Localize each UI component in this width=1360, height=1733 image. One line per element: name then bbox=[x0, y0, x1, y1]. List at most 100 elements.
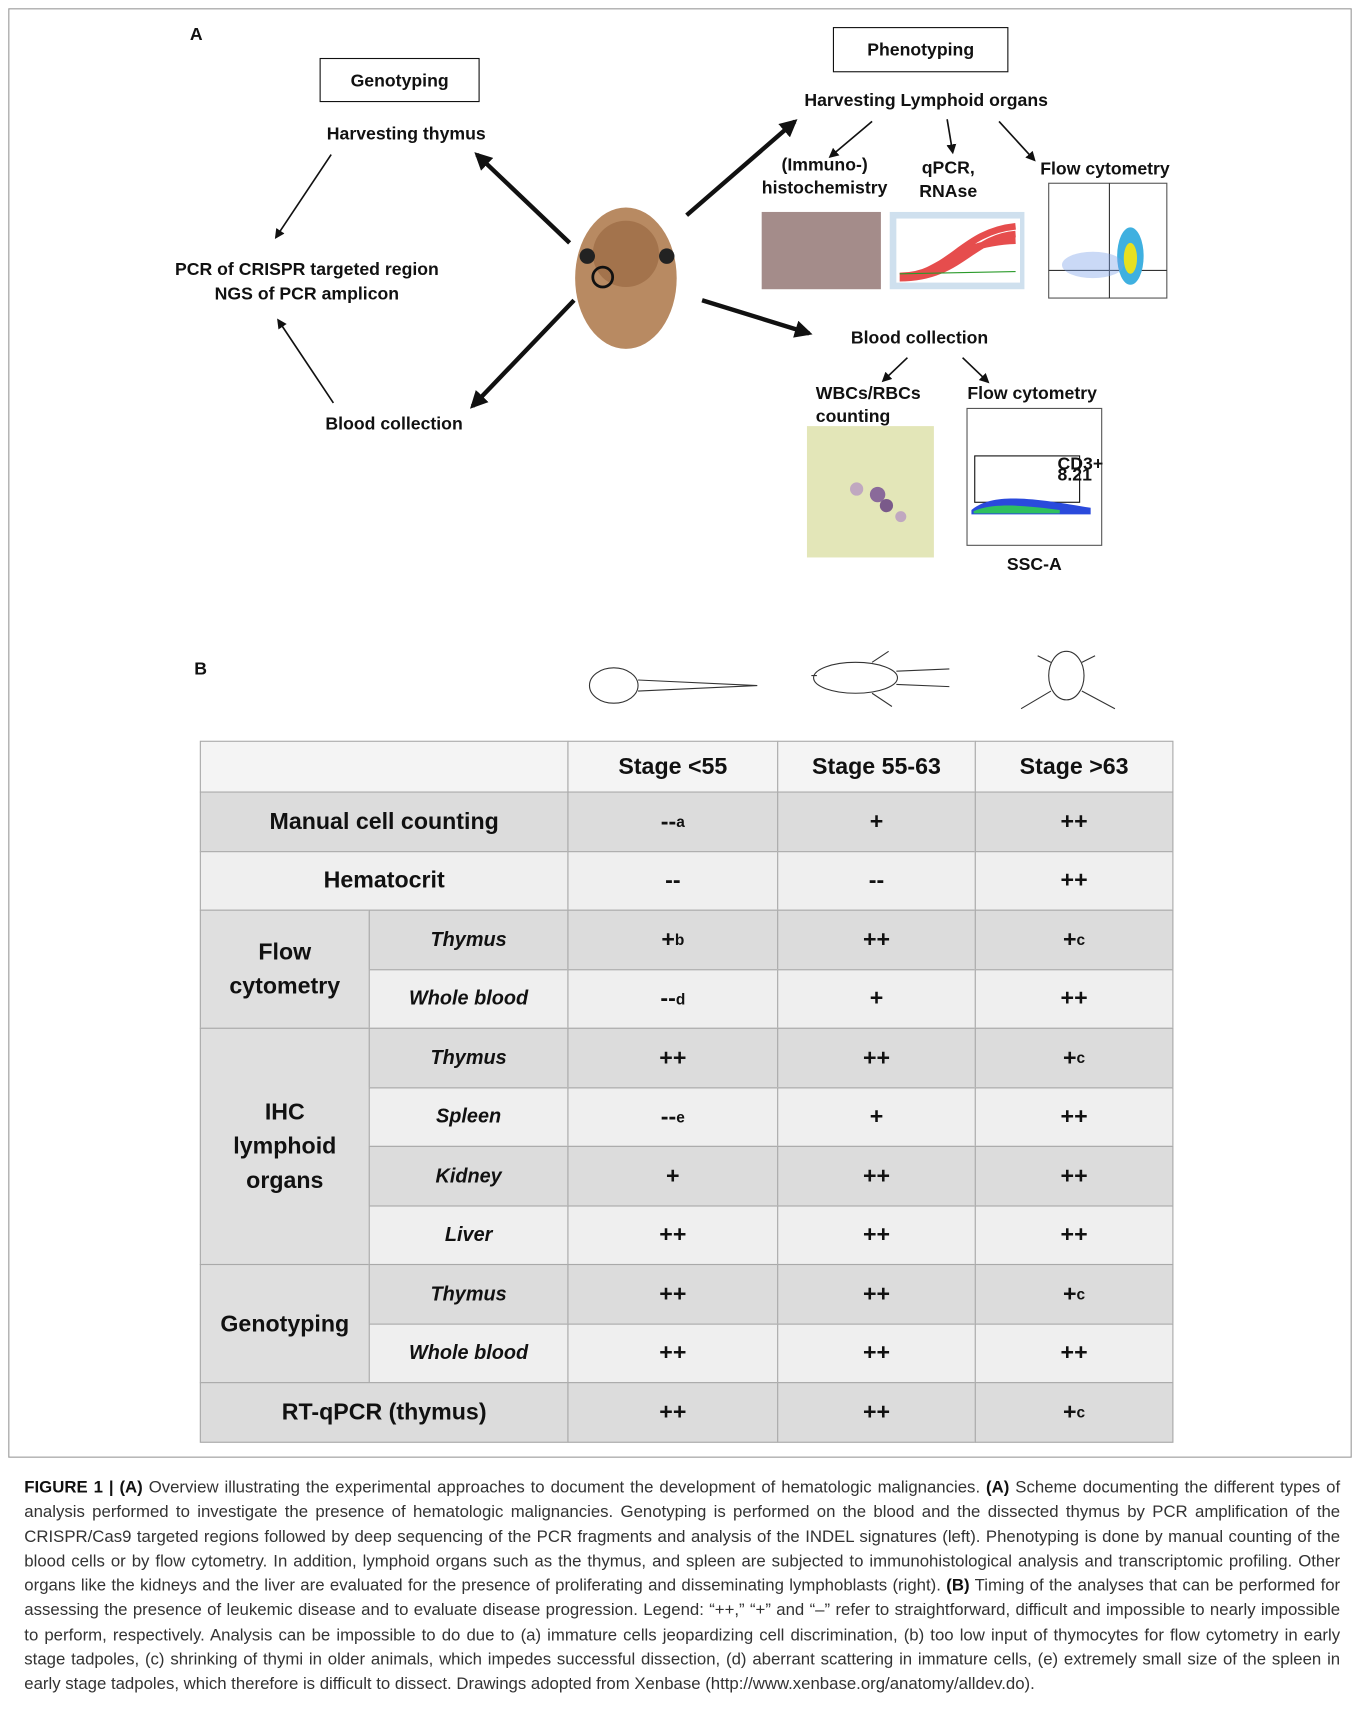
page: A Genotyping Phenotyping Harvesting thym… bbox=[0, 0, 1360, 1733]
table-cell: +c bbox=[975, 1382, 1174, 1442]
arrow bbox=[472, 300, 574, 406]
cell-text: + bbox=[1063, 923, 1077, 957]
table-cell: -- bbox=[567, 851, 778, 911]
cell-text: ++ bbox=[659, 1041, 686, 1075]
table-cell: ++ bbox=[975, 1323, 1174, 1383]
table-cell: --d bbox=[567, 969, 778, 1029]
table-cell: ++ bbox=[975, 851, 1174, 911]
heading: Phenotyping bbox=[867, 39, 974, 59]
group-label-line: cytometry bbox=[229, 974, 340, 999]
table-cell: + bbox=[567, 1146, 778, 1206]
row-label-text: Spleen bbox=[436, 1100, 501, 1134]
group-label: Genotyping bbox=[200, 1264, 370, 1383]
group-label: Manual cell counting bbox=[200, 791, 569, 851]
cell-text: ++ bbox=[1061, 1218, 1088, 1252]
caption-label: (B) bbox=[946, 1577, 969, 1596]
step: Flow cytometry bbox=[1040, 159, 1170, 179]
arrow bbox=[278, 320, 333, 403]
axis-label: SSC-A bbox=[1007, 554, 1062, 574]
cell-text: -- bbox=[665, 864, 680, 898]
step: Flow cytometry bbox=[967, 383, 1097, 403]
row-label-text: Thymus bbox=[431, 1277, 507, 1311]
cell-text: ++ bbox=[659, 1218, 686, 1252]
column-header: Stage 55-63 bbox=[777, 741, 976, 793]
row-label: Thymus bbox=[369, 1264, 569, 1324]
cell-text: + bbox=[870, 804, 884, 838]
cell-text: -- bbox=[661, 804, 676, 838]
flow-cluster bbox=[1124, 243, 1137, 274]
arrow bbox=[687, 121, 795, 215]
table-cell: +c bbox=[975, 910, 1174, 970]
column-header: Stage >63 bbox=[975, 741, 1174, 793]
frog-legs bbox=[1021, 656, 1115, 709]
cell-text: ++ bbox=[863, 1336, 890, 1370]
cell-text: -- bbox=[661, 1100, 676, 1134]
arrow bbox=[883, 358, 907, 381]
cell-text: ++ bbox=[863, 923, 890, 957]
column-header: Stage <55 bbox=[567, 741, 778, 793]
panel-label: A bbox=[190, 24, 203, 44]
column-header-text: Stage <55 bbox=[618, 750, 727, 784]
table-cell: --e bbox=[567, 1087, 778, 1147]
row-label: Thymus bbox=[369, 1028, 569, 1088]
table-cell: --a bbox=[567, 791, 778, 851]
cell-text: ++ bbox=[863, 1395, 890, 1429]
frog-drawing bbox=[1049, 651, 1084, 700]
cell-text: + bbox=[870, 1100, 884, 1134]
arrow bbox=[947, 119, 953, 152]
cell-text: ++ bbox=[1061, 804, 1088, 838]
table-cell: ++ bbox=[777, 1028, 976, 1088]
table-cell: ++ bbox=[567, 1028, 778, 1088]
group-label-line: organs bbox=[246, 1168, 323, 1193]
cell-text: + bbox=[1063, 1395, 1077, 1429]
arrow bbox=[477, 155, 570, 243]
row-label-text: Liver bbox=[445, 1218, 493, 1252]
table-cell: ++ bbox=[975, 1205, 1174, 1265]
table-cell: + bbox=[777, 969, 976, 1029]
cell-text: ++ bbox=[863, 1041, 890, 1075]
histology-image bbox=[762, 212, 881, 289]
cell-text: ++ bbox=[1061, 1100, 1088, 1134]
tadpole-eye bbox=[659, 248, 674, 263]
flow-plot bbox=[1049, 183, 1167, 298]
tadpole-drawing bbox=[589, 668, 638, 703]
cell-text: ++ bbox=[1061, 982, 1088, 1016]
table-cell: ++ bbox=[567, 1205, 778, 1265]
cell-text: + bbox=[1063, 1277, 1077, 1311]
arrow bbox=[830, 121, 872, 156]
column-header-text: Stage >63 bbox=[1020, 750, 1129, 784]
step: counting bbox=[816, 406, 891, 426]
cell-text: ++ bbox=[1061, 864, 1088, 898]
table-cell: ++ bbox=[567, 1323, 778, 1383]
group-label-text: Genotyping bbox=[220, 1306, 349, 1340]
caption-label: (A) bbox=[986, 1478, 1009, 1497]
step: NGS of PCR amplicon bbox=[215, 283, 399, 303]
heading: Genotyping bbox=[351, 70, 449, 90]
row-label: Spleen bbox=[369, 1087, 569, 1147]
cell-text: -- bbox=[869, 864, 884, 898]
table-cell: ++ bbox=[975, 969, 1174, 1029]
header-blank bbox=[200, 741, 569, 793]
figure: A Genotyping Phenotyping Harvesting thym… bbox=[0, 0, 1360, 1733]
row-label-text: Whole blood bbox=[409, 982, 528, 1016]
table-cell: ++ bbox=[777, 910, 976, 970]
table-cell: ++ bbox=[777, 1323, 976, 1383]
group-label: IHClymphoidorgans bbox=[200, 1028, 370, 1265]
drawings bbox=[589, 651, 1114, 708]
step: qPCR, bbox=[922, 158, 975, 178]
table-cell: ++ bbox=[777, 1264, 976, 1324]
tadpole-tail bbox=[638, 680, 757, 691]
step: WBCs/RBCs bbox=[816, 383, 921, 403]
caption-text: Overview illustrating the experimental a… bbox=[143, 1478, 986, 1497]
row-label-text: Thymus bbox=[431, 923, 507, 957]
cell-text: ++ bbox=[1061, 1159, 1088, 1193]
table-cell: ++ bbox=[567, 1382, 778, 1442]
row-label-text: Whole blood bbox=[409, 1336, 528, 1370]
table-cell: +b bbox=[567, 910, 778, 970]
cell-text: ++ bbox=[863, 1218, 890, 1252]
row-label: Whole blood bbox=[369, 1323, 569, 1383]
group-label-line: RT-qPCR (thymus) bbox=[282, 1399, 487, 1424]
cell-text: ++ bbox=[1061, 1336, 1088, 1370]
cell bbox=[880, 499, 893, 512]
